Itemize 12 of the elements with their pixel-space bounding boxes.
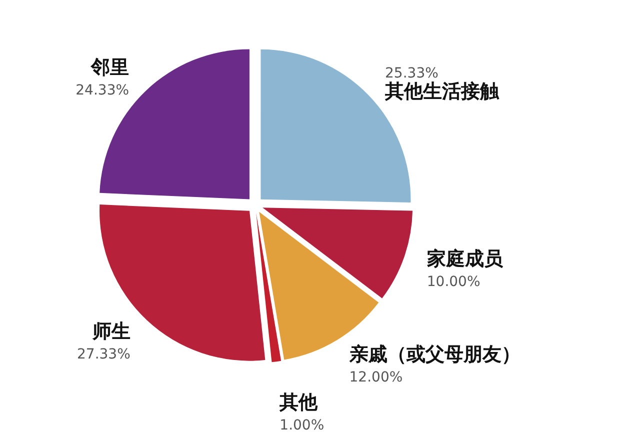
data-label: 10.00% bbox=[426, 274, 480, 290]
data-label: 27.33% bbox=[77, 346, 130, 363]
slice-label: 邻里 bbox=[90, 56, 130, 79]
data-label: 1.00% bbox=[280, 418, 324, 434]
slice-label: 亲戚（或父母朋友） bbox=[348, 344, 520, 366]
slice-label: 其他 bbox=[278, 392, 319, 414]
slice-label: 师生 bbox=[91, 320, 130, 343]
slice-label: 家庭成员 bbox=[426, 248, 504, 270]
data-label: 25.33% bbox=[385, 66, 438, 82]
slice-label: 其他生活接触 bbox=[384, 80, 500, 103]
data-label: 12.00% bbox=[349, 370, 403, 386]
data-label: 24.33% bbox=[76, 82, 130, 99]
